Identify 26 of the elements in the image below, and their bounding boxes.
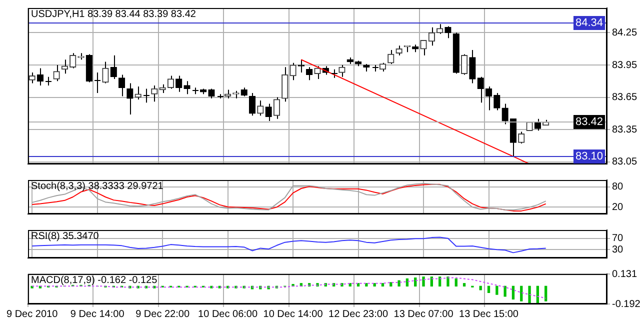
y-tick-label: 70 — [612, 233, 624, 244]
y-tick-label: 30 — [612, 244, 624, 256]
x-tick-label: 9 Dec 22:00 — [136, 308, 190, 320]
chart-title: USDJPY,H1 83.39 83.44 83.39 83.42 — [31, 8, 196, 20]
y-tick-label: -0.192 — [612, 298, 640, 310]
x-tick-label: 9 Dec 2010 — [6, 308, 58, 320]
y-tick-label: 20 — [612, 202, 624, 213]
y-tick-label: 83.65 — [612, 92, 638, 104]
ref-line-label: 83.42 — [575, 116, 604, 128]
x-tick-label: 10 Dec 06:00 — [198, 308, 258, 320]
ref-line-label: 84.34 — [575, 17, 604, 30]
ref-line-label: 83.10 — [575, 150, 604, 162]
x-tick-label: 9 Dec 14:00 — [70, 308, 125, 320]
y-tick-label: 83.05 — [612, 156, 638, 168]
chart-title: RSI(8) 35.3470 — [31, 230, 100, 242]
y-tick-label: 83.95 — [612, 60, 638, 71]
chart-title: MACD(8,17,9) -0.162 -0.125 — [31, 274, 158, 286]
y-tick-label: 83.35 — [612, 124, 638, 136]
chart-title: Stoch(8,3,3) 38.3333 29.9721 — [31, 180, 164, 192]
x-tick-label: 12 Dec 23:00 — [328, 308, 388, 320]
x-tick-label: 10 Dec 14:00 — [263, 308, 324, 320]
y-tick-label: 84.25 — [612, 27, 638, 38]
y-tick-label: 80 — [612, 182, 624, 193]
x-tick-label: 13 Dec 07:00 — [394, 308, 454, 320]
x-tick-label: 13 Dec 15:00 — [459, 308, 519, 320]
y-tick-label: 0.131 — [612, 268, 638, 280]
